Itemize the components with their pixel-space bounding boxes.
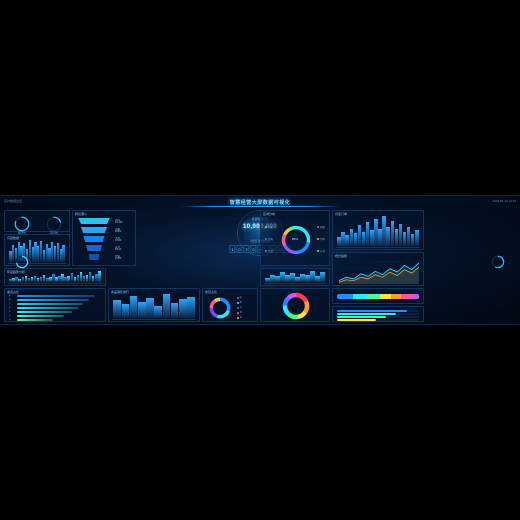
gauge-right: 20% [40,215,68,235]
panel-gauges: 80% 20% [4,210,70,232]
panel-big-ring [260,288,330,322]
center-bars [113,295,195,318]
panel-right-bars: 月度订单 [332,210,424,250]
ring-center-label: 86% [292,237,298,241]
panel-hbars: 渠道占比 ABCDEFG [4,288,106,322]
panel-hbars-title: 渠道占比 [7,290,19,294]
panel-center-bars-title: 商品销售排行 [111,290,129,294]
panel-ring-title: 区域分布 [263,212,275,216]
big-ring-chart [281,291,311,321]
panel-pills [332,306,424,322]
right-bars [337,217,419,246]
panel-right-line: 增长趋势 [332,252,424,286]
right-small-bars [265,272,325,282]
page-title: 智慧经营大屏数据可视化 [230,199,291,206]
segment-bar [337,294,419,299]
gauge-left: 80% [8,215,36,235]
center-gauge-left [10,254,34,275]
panel-ring: 区域分布 86% 华东华南华北西南华中东北 [260,210,330,266]
line-chart [335,258,423,286]
panel-bars-left-title: 月度数据 [7,236,19,240]
donut-chart [207,295,233,321]
panel-donut: 类目占比 ABCDE [202,288,258,322]
center-gauge-right [486,254,510,275]
panel-funnel: 转化漏斗 访问12,450注册9,820下单6,540支付4,120复购2,05… [72,210,136,266]
panel-funnel-title: 转化漏斗 [75,212,87,216]
panel-center-bars: 商品销售排行 [108,288,200,322]
panel-donut-title: 类目占比 [205,290,217,294]
panel-right-small-bars [260,268,330,286]
panel-right-bars-title: 月度订单 [335,212,347,216]
dashboard-frame: 实时数据监控 2023-06-12 14:30 智慧经营大屏数据可视化 80% … [0,195,520,325]
panel-segments [332,288,424,304]
